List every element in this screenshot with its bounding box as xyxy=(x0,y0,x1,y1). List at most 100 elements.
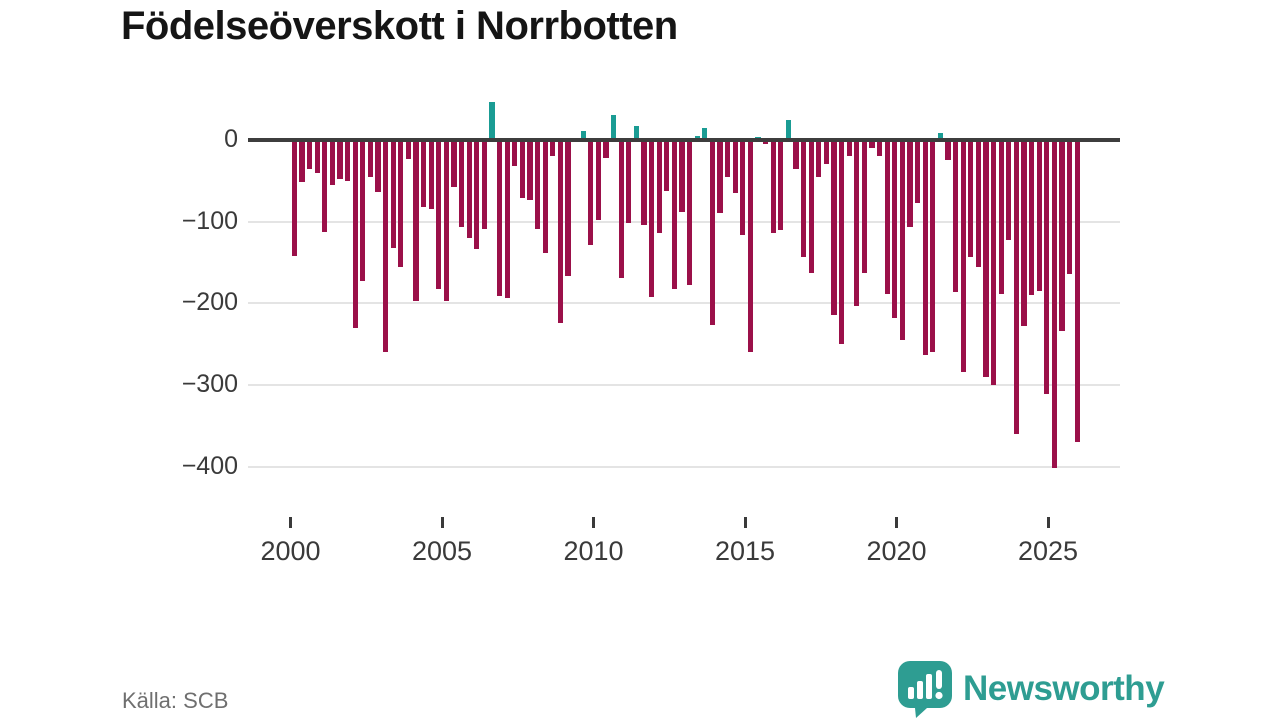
bar-negative xyxy=(998,140,1004,294)
logo-exclamation-stem xyxy=(936,670,942,689)
bar-negative xyxy=(747,140,753,353)
bar-negative xyxy=(436,140,442,290)
y-axis-tick-label: −400 xyxy=(181,451,238,480)
bar-negative xyxy=(915,140,921,203)
newsworthy-wordmark: Newsworthy xyxy=(963,669,1165,708)
bar-positive xyxy=(702,127,708,140)
bar-negative xyxy=(421,140,427,207)
bar-negative xyxy=(1021,140,1027,327)
bar-negative xyxy=(383,140,389,353)
bar-negative xyxy=(291,140,297,256)
bar-negative xyxy=(816,140,822,177)
bar-negative xyxy=(565,140,571,277)
bar-negative xyxy=(740,140,746,235)
x-axis-tick-label: 2020 xyxy=(866,536,927,566)
bar-negative xyxy=(466,140,472,238)
bar-negative xyxy=(770,140,776,234)
x-axis-tick xyxy=(592,517,595,528)
x-axis-tick xyxy=(289,517,292,528)
bar-negative xyxy=(1074,140,1080,443)
y-axis-tick-label: −300 xyxy=(181,369,238,398)
logo-bar-small xyxy=(908,687,914,699)
x-axis-tick-label: 2000 xyxy=(260,536,321,566)
bar-negative xyxy=(725,140,731,177)
newsworthy-logo: Newsworthy xyxy=(897,660,1165,718)
y-axis-tick-label: −200 xyxy=(181,288,238,317)
y-axis-tick-label: −100 xyxy=(181,206,238,235)
bar-negative xyxy=(1029,140,1035,296)
bar-negative xyxy=(801,140,807,257)
bar-positive xyxy=(785,120,791,140)
bar-negative xyxy=(557,140,563,323)
bar-negative xyxy=(474,140,480,250)
bar-negative xyxy=(877,140,883,157)
bar-negative xyxy=(861,140,867,274)
x-axis-tick xyxy=(1046,517,1050,528)
bar-negative xyxy=(603,140,609,158)
bar-negative xyxy=(732,140,738,194)
bar-negative xyxy=(535,140,541,229)
logo-bar-tall xyxy=(926,674,932,699)
bar-negative xyxy=(595,140,601,221)
bar-negative xyxy=(1067,140,1073,274)
bar-negative xyxy=(1013,140,1019,434)
bar-negative xyxy=(428,140,434,209)
bar-negative xyxy=(930,140,936,353)
bar-negative xyxy=(649,140,655,297)
bar-negative xyxy=(709,140,715,326)
x-axis-tick xyxy=(895,517,898,528)
bar-positive xyxy=(580,131,586,140)
bar-positive xyxy=(611,114,617,140)
bar-positive xyxy=(633,126,639,140)
bar-negative xyxy=(314,140,320,174)
bar-negative xyxy=(778,140,784,230)
bar-negative xyxy=(983,140,989,377)
bar-negative xyxy=(808,140,814,274)
y-axis-tick-label: 0 xyxy=(224,125,238,153)
bar-negative xyxy=(854,140,860,306)
bar-negative xyxy=(413,140,419,301)
bar-negative xyxy=(451,140,457,188)
bar-negative xyxy=(763,140,769,145)
bar-negative xyxy=(823,140,829,165)
bar-negative xyxy=(884,140,890,295)
bar-positive xyxy=(489,102,495,140)
bar-negative xyxy=(975,140,981,267)
gridline xyxy=(248,302,1120,305)
bar-negative xyxy=(550,140,556,156)
bar-negative xyxy=(527,140,533,200)
bar-negative xyxy=(329,140,335,185)
bar-negative xyxy=(831,140,837,315)
x-axis-tick-label: 2015 xyxy=(714,536,776,566)
bar-negative xyxy=(717,140,723,214)
bar-negative xyxy=(953,140,959,292)
source-note: Källa: SCB xyxy=(122,688,229,713)
bar-negative xyxy=(899,140,905,341)
bar-negative xyxy=(504,140,510,298)
bar-negative xyxy=(907,140,913,227)
bar-negative xyxy=(375,140,381,193)
bar-negative xyxy=(991,140,997,385)
bar-negative xyxy=(352,140,358,328)
bar-negative xyxy=(443,140,449,301)
bar-negative xyxy=(968,140,974,257)
bar-negative xyxy=(846,140,852,157)
bar-negative xyxy=(337,140,343,180)
bar-negative xyxy=(1051,140,1057,469)
bar-negative xyxy=(459,140,465,227)
bar-negative xyxy=(892,140,898,318)
bar-negative xyxy=(1059,140,1065,332)
bar-negative xyxy=(367,140,373,177)
bar-negative xyxy=(299,140,305,183)
bar-negative xyxy=(671,140,677,289)
bar-negative xyxy=(1036,140,1042,292)
bar-negative xyxy=(664,140,670,192)
newsworthy-logo-icon xyxy=(898,661,952,718)
bar-negative xyxy=(390,140,396,248)
bar-negative xyxy=(542,140,548,253)
bar-negative xyxy=(793,140,799,169)
x-axis-tick xyxy=(440,517,444,528)
x-axis-tick xyxy=(743,517,747,528)
bar-negative xyxy=(497,140,503,296)
